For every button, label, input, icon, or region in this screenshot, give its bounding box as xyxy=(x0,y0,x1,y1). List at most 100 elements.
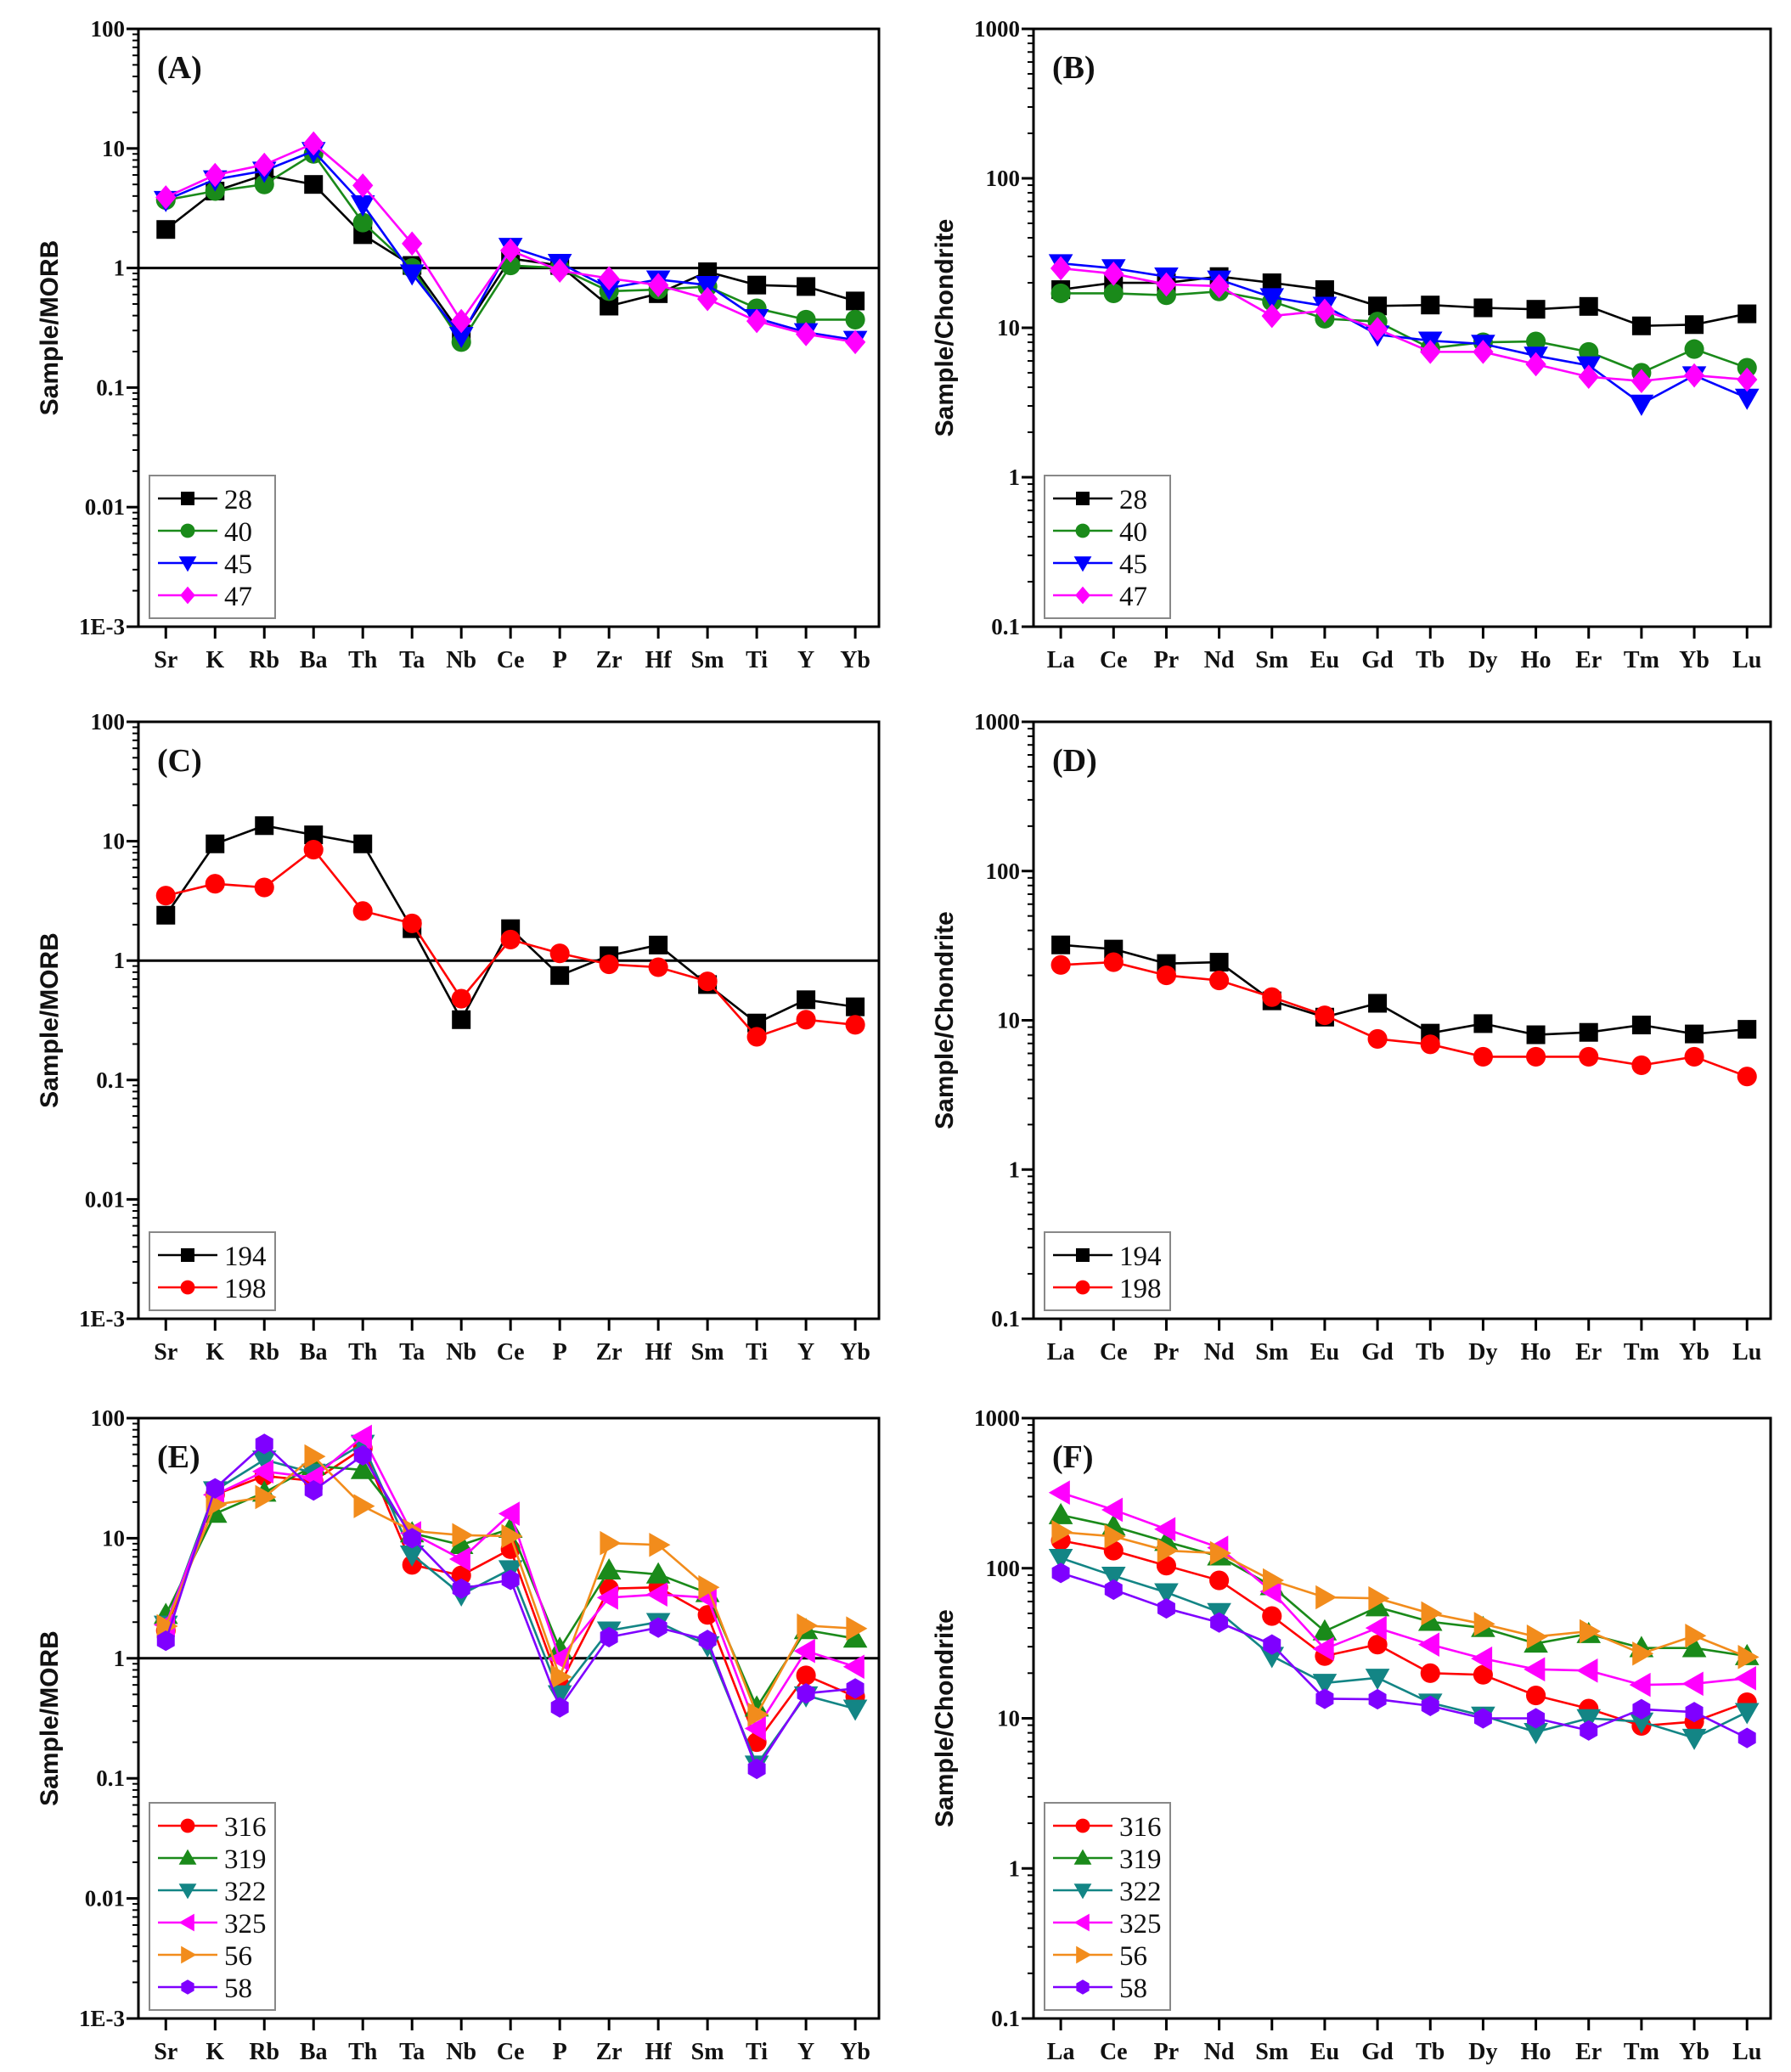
y-axis-label: Sample/Chondrite xyxy=(931,911,959,1129)
data-point-Tb xyxy=(1417,1632,1439,1657)
x-tick-label: Yb xyxy=(1679,2039,1709,2065)
legend-label: 56 xyxy=(1119,1941,1147,1972)
data-point-Sm xyxy=(1259,288,1285,310)
panel-label: (F) xyxy=(1052,1439,1094,1475)
legend-label: 198 xyxy=(1119,1274,1162,1304)
legend-item: 194 xyxy=(1053,1242,1162,1272)
data-point-Th xyxy=(353,1444,372,1466)
x-tick-label: Hf xyxy=(645,2039,673,2065)
legend-marker-circle-icon xyxy=(1075,1280,1090,1295)
data-point-Dy xyxy=(1473,1612,1495,1636)
x-tick-label: Tm xyxy=(1624,2039,1659,2065)
x-tick-label: Tb xyxy=(1416,647,1445,673)
legend-item: 198 xyxy=(158,1274,267,1304)
legend-box xyxy=(1044,475,1171,619)
x-tick-label: Lu xyxy=(1732,2039,1761,2065)
y-tick-label: 10 xyxy=(997,1706,1020,1731)
series-40 xyxy=(1050,281,1757,383)
data-point-Ce xyxy=(500,256,521,276)
data-point-Eu xyxy=(1312,1636,1334,1662)
legend-item: 58 xyxy=(158,1973,252,2004)
data-point-Zr xyxy=(600,1530,622,1556)
series-325 xyxy=(1048,1480,1756,1698)
legend-label: 45 xyxy=(1119,549,1147,580)
data-point-Th xyxy=(353,1494,375,1518)
legend-marker-triangle-right-icon xyxy=(1076,1945,1092,1964)
data-point-Tb xyxy=(1421,1695,1439,1716)
data-point-Sm xyxy=(696,286,718,312)
x-tick-label: Zr xyxy=(596,647,622,673)
data-point-P xyxy=(549,943,570,964)
data-point-Nb xyxy=(448,1546,470,1572)
data-point-P xyxy=(550,1697,569,1718)
series-line xyxy=(1060,1557,1748,1740)
x-tick-label: K xyxy=(206,647,224,673)
x-tick-label: La xyxy=(1047,2039,1075,2065)
y-tick-label: 0.1 xyxy=(96,1067,125,1093)
series-58 xyxy=(1051,1562,1756,1748)
data-point-Zr xyxy=(596,1557,622,1579)
data-point-Y xyxy=(797,990,816,1010)
data-point-Yb xyxy=(845,1015,865,1035)
legend-marker-triangle-down-icon xyxy=(1073,1883,1092,1900)
data-point-Ho xyxy=(1526,300,1546,319)
data-point-Hf xyxy=(649,935,668,954)
panel-label: (B) xyxy=(1052,50,1095,86)
x-tick-label: Sm xyxy=(691,2039,724,2065)
data-point-Ti xyxy=(746,308,768,334)
y-tick-label: 10 xyxy=(997,1008,1020,1033)
legend-label: 194 xyxy=(1119,1242,1162,1272)
series-194 xyxy=(1051,935,1757,1044)
data-point-Dy xyxy=(1473,1014,1493,1033)
legend-item: 47 xyxy=(1053,582,1147,612)
data-point-Ho xyxy=(1526,1025,1546,1044)
x-tick-label: Sr xyxy=(154,647,177,673)
data-point-Ho xyxy=(1526,1046,1546,1067)
y-axis-label: Sample/Chondrite xyxy=(931,1609,959,1827)
legend-marker-square-icon xyxy=(181,492,194,505)
data-point-P xyxy=(549,258,571,284)
y-tick-label: 1 xyxy=(1009,1157,1021,1182)
x-tick-label: P xyxy=(553,2039,567,2065)
y-tick-label: 100 xyxy=(986,859,1021,884)
data-point-Pr xyxy=(1154,1583,1179,1605)
data-point-Yb xyxy=(1685,315,1704,335)
data-point-Eu xyxy=(1315,1005,1335,1026)
data-point-La xyxy=(1048,1502,1073,1524)
data-point-Ho xyxy=(1523,1657,1546,1682)
data-point-Ba xyxy=(304,1444,326,1469)
data-point-La xyxy=(1050,954,1071,975)
legend-label: 58 xyxy=(1119,1973,1147,2004)
legend-marker-triangle-up-icon xyxy=(178,1849,197,1865)
data-point-Nb xyxy=(448,1532,474,1554)
data-point-Gd xyxy=(1368,1585,1390,1611)
data-point-Nd xyxy=(1208,273,1230,299)
legend-label: 319 xyxy=(224,1844,267,1875)
x-tick-label: Gd xyxy=(1361,1339,1394,1365)
data-point-Zr xyxy=(599,954,619,975)
x-tick-label: Lu xyxy=(1732,1339,1761,1365)
data-point-Ta xyxy=(402,913,422,933)
x-tick-label: Nd xyxy=(1204,2039,1235,2065)
y-tick-label: 10 xyxy=(102,829,125,854)
y-tick-label: 100 xyxy=(986,166,1021,191)
data-point-Ce xyxy=(501,1569,520,1591)
series-325 xyxy=(153,1424,865,1741)
series-47 xyxy=(155,131,866,355)
data-point-Er xyxy=(1579,1022,1598,1042)
legend-label: 28 xyxy=(1119,485,1147,515)
y-tick-label: 0.1 xyxy=(96,1765,125,1791)
x-tick-label: Gd xyxy=(1361,2039,1394,2065)
legend-box xyxy=(149,1231,276,1311)
data-point-Ti xyxy=(747,1702,769,1727)
data-point-Rb xyxy=(254,152,275,177)
legend-item: 322 xyxy=(1053,1877,1162,1907)
data-point-Dy xyxy=(1471,1646,1493,1671)
y-tick-label: 100 xyxy=(91,709,126,735)
data-point-Nd xyxy=(1209,1540,1231,1566)
data-point-Er xyxy=(1576,1658,1598,1683)
data-point-Er xyxy=(1579,1046,1599,1067)
data-point-La xyxy=(1051,1562,1070,1584)
data-point-Ti xyxy=(747,1013,767,1033)
data-point-P xyxy=(550,1664,572,1690)
